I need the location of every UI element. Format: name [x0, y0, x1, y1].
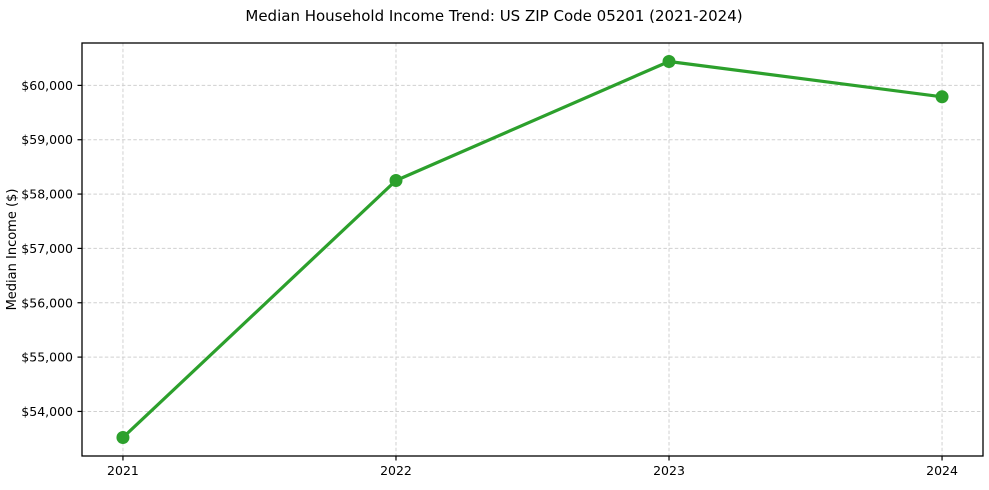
y-tick-label: $55,000	[21, 350, 73, 365]
y-tick-label: $56,000	[21, 295, 73, 310]
x-tick-label: 2023	[653, 463, 685, 478]
plot-area: $54,000 $55,000 $56,000 $57,000 $58,000 $59,0…	[21, 42, 984, 478]
data-point-marker	[389, 173, 403, 187]
y-tick-label: $59,000	[21, 132, 73, 147]
y-tick-label: $57,000	[21, 241, 73, 256]
chart-title: Median Household Income Trend: US ZIP Co…	[245, 7, 742, 25]
plot-border	[81, 42, 984, 457]
y-tick-label: $58,000	[21, 187, 73, 202]
data-point-marker	[935, 90, 949, 104]
data-point-marker	[662, 54, 676, 68]
x-tick-label: 2024	[926, 463, 958, 478]
x-tick-label: 2021	[107, 463, 139, 478]
income-trend-line	[121, 59, 944, 440]
y-tick-label: $54,000	[21, 404, 73, 419]
y-axis-label: Median Income ($)	[5, 189, 20, 311]
y-tick-label: $60,000	[21, 78, 73, 93]
x-tick-label: 2022	[380, 463, 412, 478]
data-point-marker	[116, 431, 130, 445]
